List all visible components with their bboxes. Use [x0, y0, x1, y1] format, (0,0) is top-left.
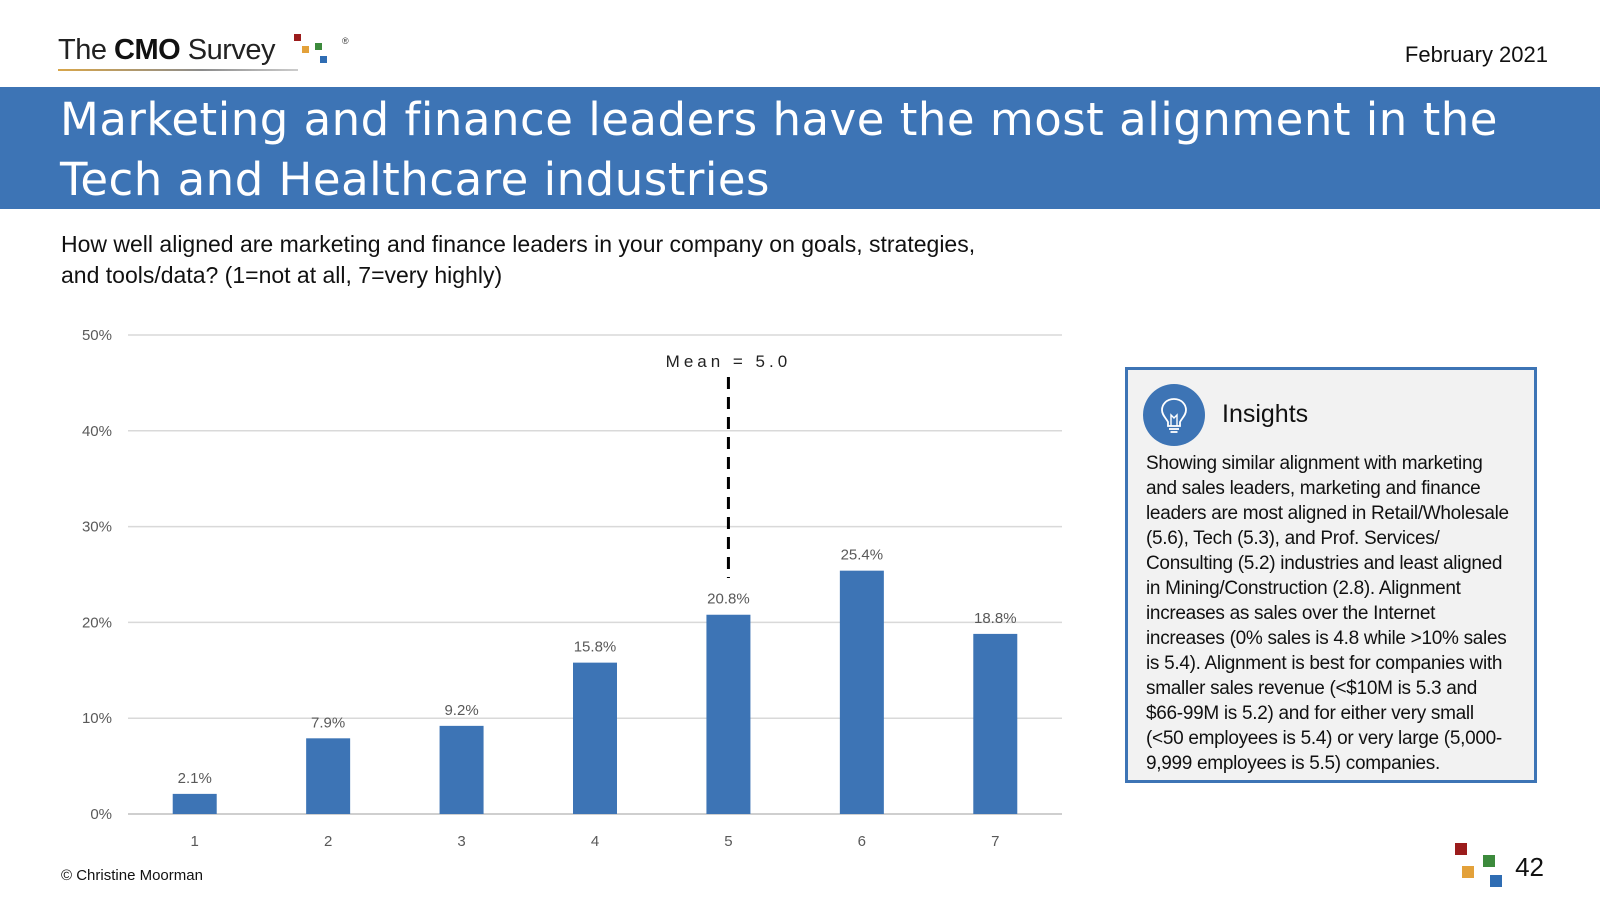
insights-line: increases as sales over the Internet — [1146, 603, 1436, 624]
insights-line: and sales leaders, marketing and finance — [1146, 478, 1481, 499]
x-tick-label: 1 — [191, 833, 199, 850]
bar-value-label: 7.9% — [311, 714, 345, 731]
cmo-survey-logo: The CMO Survey ® — [58, 34, 349, 74]
bar — [573, 662, 617, 814]
x-tick-label: 6 — [858, 833, 866, 850]
y-tick-label: 50% — [82, 327, 112, 344]
insights-line: in Mining/Construction (2.8). Alignment — [1146, 578, 1461, 599]
bar — [973, 633, 1018, 814]
logo-square-orange — [302, 46, 309, 53]
y-tick-label: 20% — [82, 614, 112, 631]
bar-value-label: 9.2% — [444, 702, 478, 719]
insights-line: increases (0% sales is 4.8 while >10% sa… — [1146, 628, 1507, 649]
bar — [839, 570, 884, 814]
y-tick-label: 0% — [90, 806, 112, 823]
logo-underline — [58, 69, 298, 71]
survey-question: How well aligned are marketing and finan… — [61, 229, 1101, 291]
bar — [439, 725, 484, 814]
footer-square-red — [1455, 843, 1467, 855]
bar-value-label: 20.8% — [707, 591, 750, 608]
mean-label: Mean = 5.0 — [666, 352, 792, 371]
report-date: February 2021 — [1404, 42, 1548, 67]
insights-text: Showing similar alignment with marketing… — [1146, 451, 1530, 776]
y-tick-label: 40% — [82, 423, 112, 440]
x-tick-label: 2 — [324, 833, 332, 850]
logo-square-red — [294, 34, 301, 41]
insights-title: Insights — [1222, 400, 1309, 428]
title-band: Marketing and finance leaders have the m… — [0, 87, 1600, 209]
copyright: © Christine Moorman — [61, 867, 203, 884]
bar-value-label: 2.1% — [178, 770, 212, 787]
x-tick-label: 5 — [724, 833, 732, 850]
bar-value-label: 15.8% — [574, 639, 617, 656]
x-tick-label: 3 — [457, 833, 465, 850]
x-tick-label: 4 — [591, 833, 599, 850]
insights-line: is 5.4). Alignment is best for companies… — [1146, 653, 1503, 674]
bar — [172, 793, 217, 814]
footer-square-green — [1483, 855, 1495, 867]
survey-question-line-1: How well aligned are marketing and finan… — [61, 231, 976, 257]
x-tick-label: 7 — [991, 833, 999, 850]
page-number: 42 — [1515, 852, 1544, 882]
survey-question-line-2: and tools/data? (1=not at all, 7=very hi… — [61, 262, 503, 288]
insights-line: (<50 employees is 5.4) or very large (5,… — [1146, 728, 1502, 749]
insights-line: smaller sales revenue (<$10M is 5.3 and — [1146, 678, 1478, 699]
logo-registered-mark: ® — [342, 36, 349, 46]
insights-line: $66-99M is 5.2) and for either very smal… — [1146, 703, 1474, 724]
bar-value-label: 18.8% — [974, 610, 1017, 627]
footer-square-orange — [1462, 866, 1474, 878]
insights-line: (5.6), Tech (5.3), and Prof. Services/ — [1146, 528, 1440, 549]
insights-box: Insights Showing similar alignment with … — [1125, 367, 1537, 783]
bar — [306, 738, 351, 814]
lightbulb-icon — [1143, 384, 1205, 446]
bar-value-label: 25.4% — [841, 547, 884, 564]
slide-title-line-1: Marketing and finance leaders have the m… — [60, 93, 1498, 146]
logo-square-blue — [320, 56, 327, 63]
logo-square-green — [315, 43, 322, 50]
y-tick-label: 30% — [82, 519, 112, 536]
insights-line: leaders are most aligned in Retail/Whole… — [1146, 503, 1509, 524]
alignment-bar-chart: 0% 10% 20% 30% 40% 50% 2.1% 1 7.9% 2 9.2% 3 15.8% 4 20… — [82, 327, 1062, 850]
y-tick-label: 10% — [82, 710, 112, 727]
bar — [706, 614, 751, 814]
insights-line: 9,999 employees is 5.5) companies. — [1146, 753, 1440, 774]
footer-square-blue — [1490, 875, 1502, 887]
slide-title-line-2: Tech and Healthcare industries — [60, 153, 770, 206]
insights-line: Showing similar alignment with marketing — [1146, 453, 1483, 474]
slide-title: Marketing and finance leaders have the m… — [60, 90, 1540, 210]
logo-text: The CMO Survey — [58, 34, 276, 66]
insights-line: Consulting (5.2) industries and least al… — [1146, 553, 1503, 574]
